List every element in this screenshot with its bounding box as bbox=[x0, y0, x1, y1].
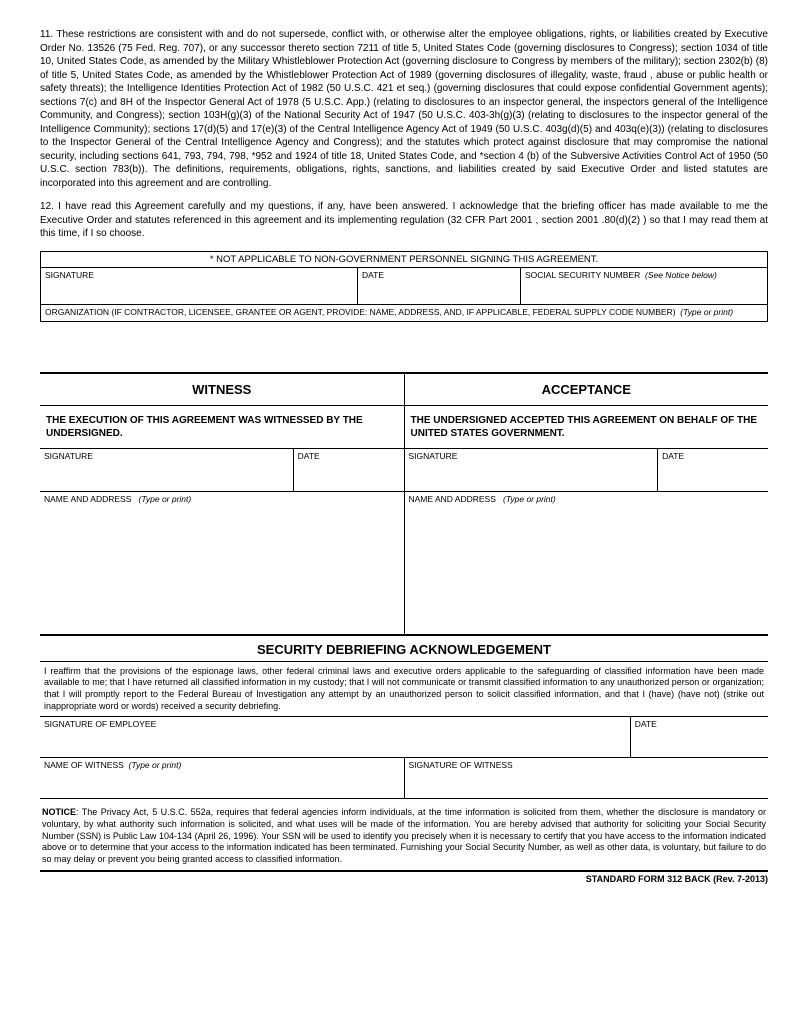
debriefing-title: SECURITY DEBRIEFING ACKNOWLEDGEMENT bbox=[40, 634, 768, 662]
witness-name-sig-row: NAME OF WITNESS (Type or print) SIGNATUR… bbox=[40, 758, 768, 799]
acceptance-signature-label: SIGNATURE bbox=[405, 449, 658, 491]
witness-subheader: THE EXECUTION OF THIS AGREEMENT WAS WITN… bbox=[40, 406, 404, 449]
signature-row-top: SIGNATURE DATE SOCIAL SECURITY NUMBER (S… bbox=[40, 267, 768, 304]
acceptance-name-label: NAME AND ADDRESS bbox=[409, 494, 496, 504]
witness-date-label: DATE bbox=[293, 449, 404, 491]
acceptance-type-print: (Type or print) bbox=[503, 494, 556, 504]
notice-body: : The Privacy Act, 5 U.S.C. 552a, requir… bbox=[42, 807, 766, 864]
witness-name-address: NAME AND ADDRESS (Type or print) bbox=[40, 492, 404, 634]
witness-sig-row: SIGNATURE DATE bbox=[40, 449, 404, 492]
witness-column: WITNESS THE EXECUTION OF THIS AGREEMENT … bbox=[40, 374, 404, 634]
sig-of-employee-label: SIGNATURE OF EMPLOYEE bbox=[40, 717, 630, 757]
name-of-witness-label: NAME OF WITNESS bbox=[44, 760, 124, 770]
signature-label: SIGNATURE bbox=[41, 268, 357, 304]
witness-signature-label: SIGNATURE bbox=[40, 449, 293, 491]
org-label: ORGANIZATION (IF CONTRACTOR, LICENSEE, G… bbox=[45, 307, 676, 317]
acceptance-subheader: THE UNDERSIGNED ACCEPTED THIS AGREEMENT … bbox=[405, 406, 769, 449]
spacer bbox=[40, 322, 768, 372]
acceptance-sig-row: SIGNATURE DATE bbox=[405, 449, 769, 492]
org-row: ORGANIZATION (IF CONTRACTOR, LICENSEE, G… bbox=[40, 304, 768, 322]
acceptance-date-label: DATE bbox=[657, 449, 768, 491]
privacy-notice: NOTICE: The Privacy Act, 5 U.S.C. 552a, … bbox=[40, 803, 768, 871]
paragraph-12: 12. I have read this Agreement carefully… bbox=[40, 200, 768, 241]
acceptance-column: ACCEPTANCE THE UNDERSIGNED ACCEPTED THIS… bbox=[404, 374, 769, 634]
notice-bold: NOTICE bbox=[42, 807, 76, 817]
ssn-text: SOCIAL SECURITY NUMBER bbox=[525, 270, 640, 280]
paragraph-11: 11. These restrictions are consistent wi… bbox=[40, 28, 768, 190]
acceptance-header: ACCEPTANCE bbox=[405, 374, 769, 406]
witness-name-type-print: (Type or print) bbox=[129, 760, 182, 770]
witness-name-label: NAME AND ADDRESS bbox=[44, 494, 131, 504]
sig-of-witness-label: SIGNATURE OF WITNESS bbox=[404, 758, 769, 798]
form-footer: STANDARD FORM 312 BACK (Rev. 7-2013) bbox=[40, 872, 768, 884]
name-of-witness-cell: NAME OF WITNESS (Type or print) bbox=[40, 758, 404, 798]
acceptance-name-address: NAME AND ADDRESS (Type or print) bbox=[405, 492, 769, 634]
witness-acceptance-block: WITNESS THE EXECUTION OF THIS AGREEMENT … bbox=[40, 372, 768, 634]
witness-header: WITNESS bbox=[40, 374, 404, 406]
debriefing-text: I reaffirm that the provisions of the es… bbox=[40, 662, 768, 718]
witness-type-print: (Type or print) bbox=[138, 494, 191, 504]
date-label: DATE bbox=[357, 268, 520, 304]
debriefing-date-label: DATE bbox=[630, 717, 768, 757]
org-type-print: (Type or print) bbox=[680, 307, 733, 317]
not-applicable-note: * NOT APPLICABLE TO NON-GOVERNMENT PERSO… bbox=[40, 251, 768, 267]
ssn-label: SOCIAL SECURITY NUMBER (See Notice below… bbox=[520, 268, 767, 304]
debriefing-sig-row: SIGNATURE OF EMPLOYEE DATE bbox=[40, 717, 768, 758]
ssn-note: (See Notice below) bbox=[645, 270, 717, 280]
